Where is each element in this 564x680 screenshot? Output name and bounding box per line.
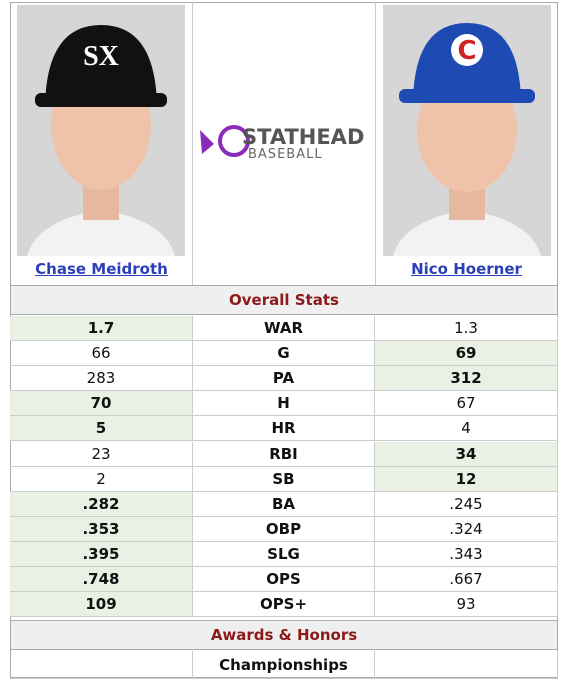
stat-value: .353 — [10, 516, 193, 542]
stat-value: 4 — [375, 416, 558, 442]
stat-value: 34 — [375, 441, 558, 467]
stat-value: 5 — [10, 416, 193, 442]
stat-label: RBI — [193, 441, 375, 467]
divider — [375, 2, 376, 285]
stat-label: SB — [193, 466, 375, 492]
svg-text:C: C — [457, 36, 476, 66]
stat-label: WAR — [193, 316, 375, 342]
divider — [192, 2, 193, 285]
stat-label: BA — [193, 491, 375, 517]
player-name-link[interactable]: Nico Hoerner — [411, 260, 522, 278]
stat-value: 1.7 — [10, 316, 193, 342]
logo: STATHEAD BASEBALL — [200, 125, 364, 162]
stat-value: .282 — [10, 491, 193, 517]
stat-value: 93 — [375, 592, 558, 618]
section-header: Overall Stats — [10, 285, 558, 315]
stat-value: .667 — [375, 567, 558, 593]
stat-value: 1.3 — [375, 316, 558, 342]
stat-value: 283 — [10, 366, 193, 392]
stat-value: 109 — [10, 592, 193, 618]
stat-value: .343 — [375, 541, 558, 567]
stat-label: H — [193, 391, 375, 417]
stat-label: G — [193, 341, 375, 367]
stat-value: 70 — [10, 391, 193, 417]
stat-label: OPS — [193, 567, 375, 593]
stat-value: 69 — [375, 341, 558, 367]
stat-label: Championships — [193, 651, 375, 680]
stat-label: OPS+ — [193, 592, 375, 618]
player-photo: C — [383, 5, 551, 256]
stat-value: 66 — [10, 341, 193, 367]
stat-value: .324 — [375, 516, 558, 542]
stat-value: .245 — [375, 491, 558, 517]
svg-text:SX: SX — [83, 41, 119, 72]
stat-value: .748 — [10, 567, 193, 593]
logo-subtitle: BASEBALL — [248, 147, 323, 162]
stat-label: HR — [193, 416, 375, 442]
stat-value: 2 — [10, 466, 193, 492]
stat-label: OBP — [193, 516, 375, 542]
stat-label: PA — [193, 366, 375, 392]
stat-value: 23 — [10, 441, 193, 467]
stat-label: SLG — [193, 541, 375, 567]
stat-value: .395 — [10, 541, 193, 567]
stat-value: 312 — [375, 366, 558, 392]
logo-title: STATHEAD — [242, 125, 364, 149]
stat-value — [375, 651, 558, 680]
stat-value: 12 — [375, 466, 558, 492]
player-name-link[interactable]: Chase Meidroth — [35, 260, 168, 278]
stat-value: 67 — [375, 391, 558, 417]
player-photo: SX — [17, 5, 185, 256]
section-header: Awards & Honors — [10, 620, 558, 651]
stat-value — [10, 651, 193, 680]
